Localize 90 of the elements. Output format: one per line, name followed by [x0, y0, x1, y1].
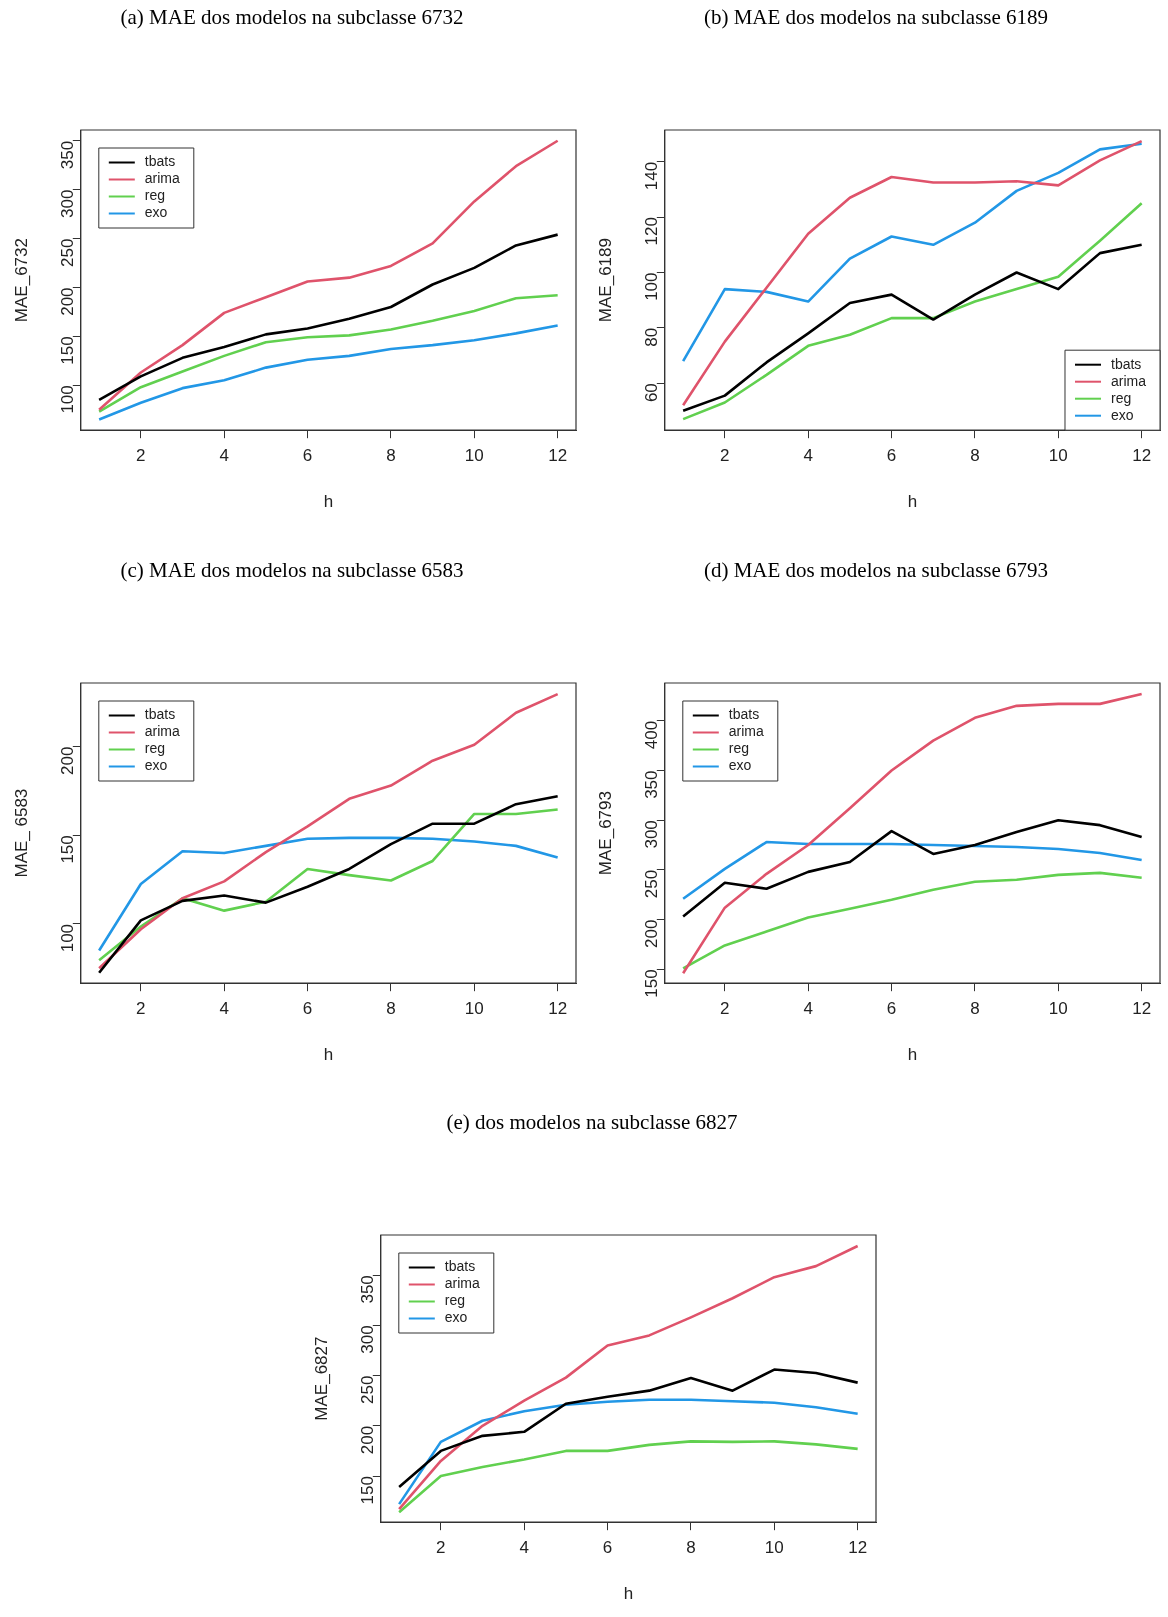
chart-title: (c) MAE dos modelos na subclasse 6583: [119, 558, 465, 583]
x-tick-label: 12: [548, 446, 568, 466]
y-tick-label: 250: [358, 1375, 378, 1404]
y-tick-label: 60: [642, 383, 662, 403]
legend-label: reg: [1110, 389, 1132, 406]
legend-label: reg: [144, 187, 166, 204]
x-axis-title: h: [907, 1045, 918, 1065]
legend-label: exo: [1110, 406, 1134, 423]
legend-label: tbats: [144, 153, 176, 170]
y-tick-label: 250: [58, 238, 78, 267]
y-tick-label: 200: [642, 919, 662, 948]
legend-label: arima: [444, 1275, 481, 1292]
x-tick-label: 8: [386, 999, 396, 1019]
y-tick-label: 150: [58, 835, 78, 864]
x-tick-label: 2: [136, 446, 146, 466]
legend-label: arima: [144, 170, 181, 187]
x-tick-label: 10: [1048, 446, 1068, 466]
chart-title: (d) MAE dos modelos na subclasse 6793: [702, 558, 1050, 583]
x-tick-label: 4: [219, 999, 229, 1019]
legend-label: arima: [1110, 372, 1147, 389]
x-tick-label: 2: [720, 446, 730, 466]
y-tick-label: 300: [642, 820, 662, 849]
legend-label: reg: [144, 740, 166, 757]
x-axis-title: h: [907, 492, 918, 512]
y-tick-label: 200: [358, 1425, 378, 1455]
legend-label: reg: [444, 1292, 466, 1309]
y-tick-label: 150: [58, 336, 78, 365]
legend-label: reg: [728, 740, 750, 757]
legend-label: tbats: [1110, 355, 1142, 372]
legend-label: tbats: [728, 706, 760, 723]
y-tick-label: 350: [358, 1275, 378, 1304]
legend-label: arima: [144, 723, 181, 740]
x-tick-label: 4: [219, 446, 229, 466]
y-tick-label: 200: [58, 287, 78, 316]
x-tick-label: 12: [848, 1538, 868, 1558]
x-tick-label: 8: [386, 446, 396, 466]
legend-label: exo: [144, 204, 168, 221]
x-tick-label: 4: [519, 1538, 529, 1558]
x-tick-label: 6: [886, 446, 897, 466]
x-tick-label: 8: [970, 999, 980, 1019]
y-tick-label: 100: [642, 272, 662, 301]
y-tick-label: 100: [58, 385, 78, 414]
x-tick-label: 10: [1048, 999, 1068, 1019]
y-tick-label: 120: [642, 217, 662, 246]
y-axis-title: MAE_6189: [595, 238, 615, 323]
y-tick-label: 300: [58, 189, 78, 219]
x-tick-label: 12: [548, 999, 568, 1019]
x-tick-label: 10: [464, 446, 484, 466]
y-tick-label: 350: [58, 140, 78, 170]
x-tick-label: 6: [302, 446, 313, 466]
y-axis-title: MAE_ 6583: [11, 788, 31, 878]
x-tick-label: 10: [464, 999, 484, 1019]
y-tick-label: 300: [358, 1325, 378, 1354]
chart-title: (a) MAE dos modelos na subclasse 6732: [119, 5, 465, 30]
chart-title: (b) MAE dos modelos na subclasse 6189: [702, 5, 1050, 30]
y-axis-title: MAE_6827: [311, 1336, 331, 1421]
x-tick-label: 2: [136, 999, 146, 1019]
y-axis-title: MAE_6793: [595, 791, 615, 876]
x-tick-label: 6: [302, 999, 313, 1019]
x-tick-label: 2: [720, 999, 730, 1019]
legend-label: exo: [444, 1309, 468, 1326]
x-axis-title: h: [623, 1584, 634, 1604]
y-tick-label: 200: [58, 746, 78, 775]
legend-label: tbats: [444, 1258, 476, 1275]
y-tick-label: 100: [58, 923, 78, 953]
x-tick-label: 12: [1132, 446, 1152, 466]
x-tick-label: 4: [803, 446, 813, 466]
x-tick-label: 8: [686, 1538, 696, 1558]
x-tick-label: 8: [970, 446, 980, 466]
x-tick-label: 10: [764, 1538, 784, 1558]
x-axis-title: h: [323, 1045, 334, 1065]
x-axis-title: h: [323, 492, 334, 512]
legend-label: exo: [728, 757, 752, 774]
y-axis-title: MAE_6732: [11, 238, 31, 323]
legend-label: exo: [144, 757, 168, 774]
x-tick-label: 4: [803, 999, 813, 1019]
chart-title: (e) dos modelos na subclasse 6827: [445, 1110, 739, 1135]
y-tick-label: 250: [642, 869, 662, 899]
y-tick-label: 150: [642, 969, 662, 998]
x-tick-label: 12: [1132, 999, 1152, 1019]
legend-label: tbats: [144, 706, 176, 723]
y-tick-label: 150: [358, 1476, 378, 1505]
y-tick-label: 140: [642, 161, 662, 191]
x-tick-label: 2: [436, 1538, 446, 1558]
y-tick-label: 80: [642, 327, 662, 347]
x-tick-label: 6: [886, 999, 897, 1019]
x-tick-label: 6: [602, 1538, 613, 1558]
y-tick-label: 350: [642, 770, 662, 799]
y-tick-label: 400: [642, 720, 662, 750]
legend-label: arima: [728, 723, 765, 740]
